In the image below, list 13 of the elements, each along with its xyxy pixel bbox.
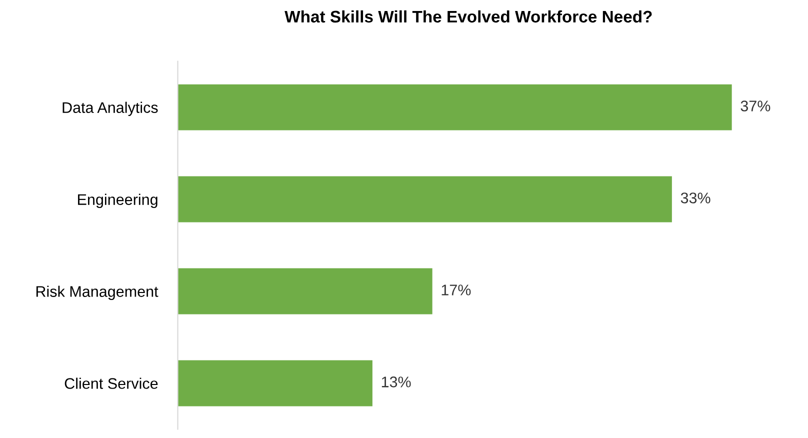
y-tick-label: Engineering — [78, 194, 158, 208]
data-label: 33% — [680, 192, 710, 204]
bar — [178, 176, 672, 222]
data-label: 37% — [740, 100, 770, 112]
y-tick-label: Risk Management — [36, 286, 158, 300]
chart-title: What Skills Will The Evolved Workforce Need? — [284, 10, 652, 23]
data-label: 13% — [382, 376, 411, 388]
bar — [178, 360, 372, 406]
data-label: 17% — [442, 284, 471, 296]
bar — [178, 84, 732, 130]
bar — [178, 268, 432, 314]
y-tick-label: Data Analytics — [62, 102, 158, 116]
y-tick-label: Client Service — [64, 378, 158, 389]
